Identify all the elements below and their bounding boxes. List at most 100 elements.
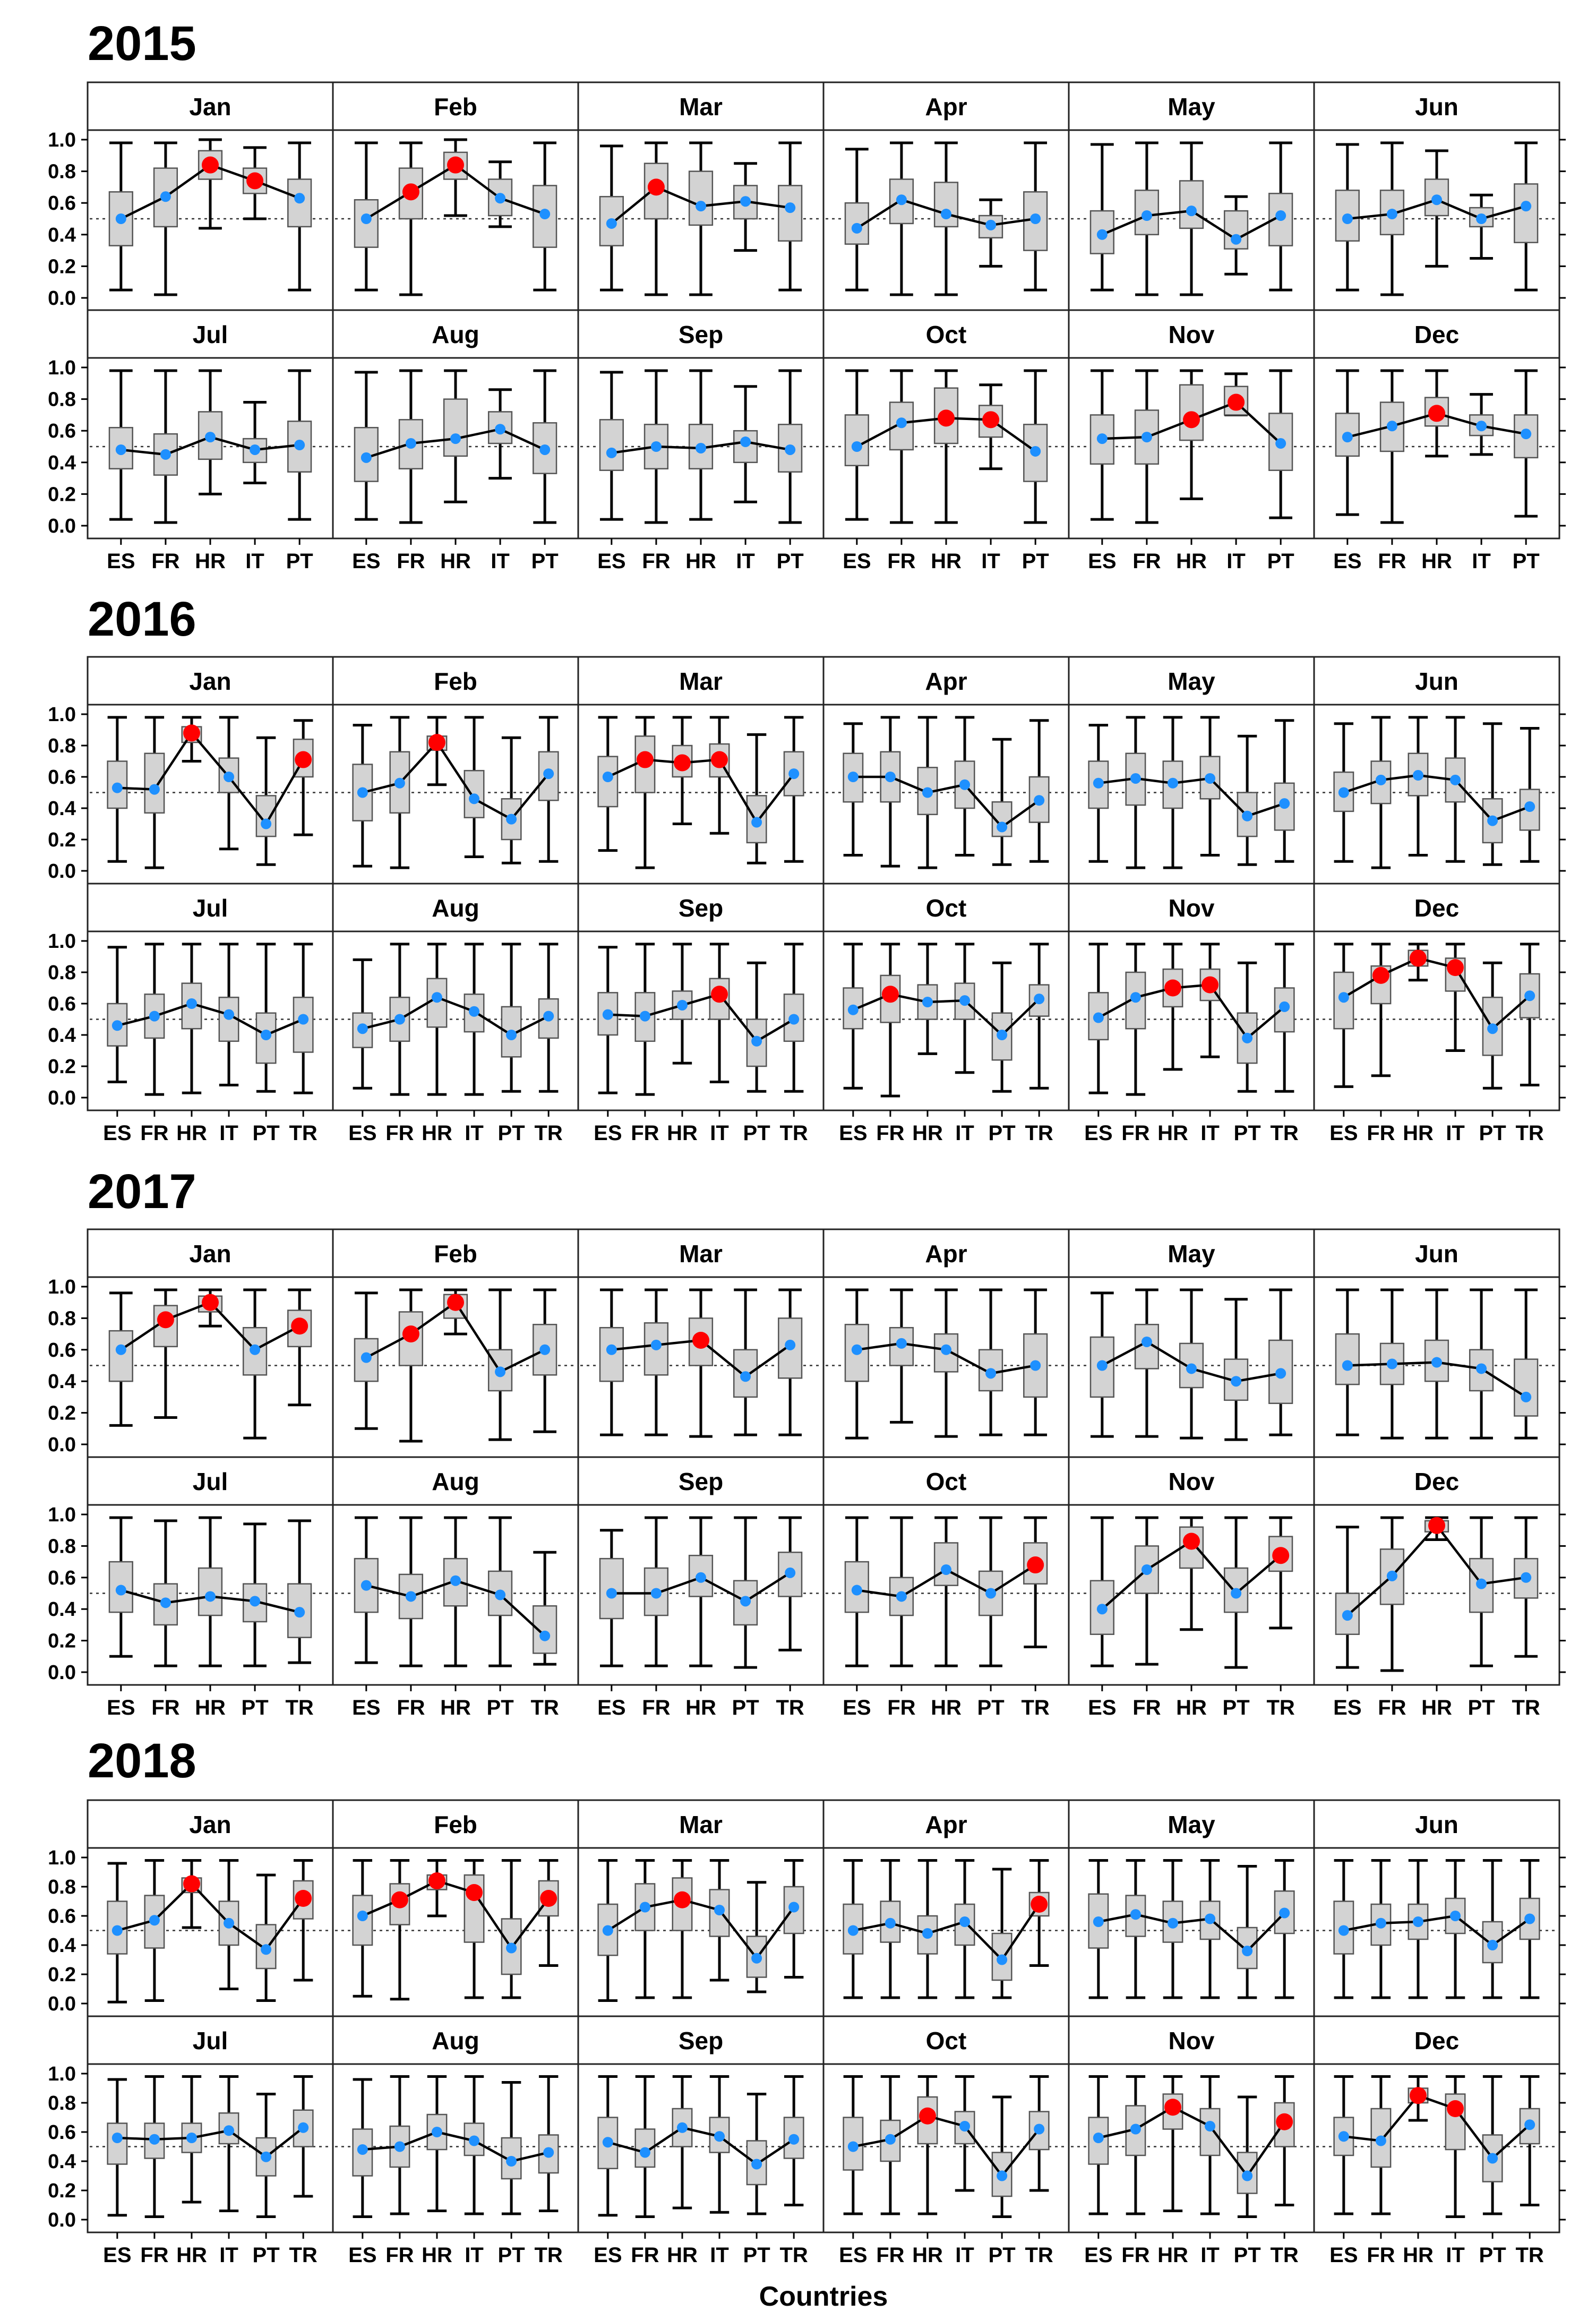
panel-2017-Sep: Sep ES FR HR PT TR <box>577 1456 825 1719</box>
x-axis-label: Countries <box>759 2281 888 2312</box>
box-iqr <box>108 191 133 246</box>
significant-mean-point <box>202 1294 219 1311</box>
x-tick-label: TR <box>535 2244 563 2267</box>
y-tick-label: 0.0 <box>48 1662 76 1684</box>
mean-point <box>1130 773 1141 784</box>
mean-point <box>785 444 796 455</box>
panel-2018-Sep: Sep ES FR HR IT PT TR <box>577 2015 825 2267</box>
mean-point <box>1521 429 1532 440</box>
month-label: Mar <box>679 667 723 695</box>
mean-point <box>160 449 171 460</box>
significant-mean-point <box>673 1891 691 1908</box>
significant-mean-point <box>402 1325 419 1343</box>
panel-2015-Apr: Apr <box>822 81 1070 312</box>
x-tick-label: TR <box>1512 1696 1540 1719</box>
box-IT <box>218 2075 239 2212</box>
mean-point <box>506 1942 517 1954</box>
month-label: Aug <box>432 894 479 922</box>
mean-point <box>1487 2153 1498 2164</box>
month-label: May <box>1168 93 1215 121</box>
mean-point <box>696 201 706 212</box>
mean-point <box>1524 801 1535 812</box>
x-tick-label: FR <box>1367 2244 1395 2267</box>
month-label: Mar <box>679 1240 723 1268</box>
panel-2017-Nov: Nov ES FR HR PT TR <box>1068 1456 1315 1719</box>
panel-2018-Jun: Jun <box>1313 1799 1566 2017</box>
significant-mean-point <box>391 1891 408 1908</box>
mean-point <box>1242 810 1253 821</box>
x-tick-label: HR <box>667 2244 698 2267</box>
month-strip <box>1313 1799 1560 1849</box>
box-iqr <box>538 751 559 801</box>
box-PT <box>1514 141 1539 292</box>
mean-point <box>1338 1925 1349 1936</box>
month-label: Jun <box>1415 667 1458 695</box>
month-label: Jan <box>189 1811 231 1838</box>
mean-line <box>607 1898 795 1961</box>
panel-2016-Apr: Apr <box>822 656 1070 885</box>
mean-point <box>696 1572 706 1583</box>
mean-point <box>847 1925 859 1936</box>
significant-mean-point <box>1447 959 1464 977</box>
mean-point <box>639 1011 650 1022</box>
significant-mean-point <box>402 183 419 201</box>
significant-mean-point <box>881 986 899 1003</box>
mean-point <box>1130 992 1141 1003</box>
x-tick-label: PT <box>498 2244 525 2267</box>
panel-2016-Feb: Feb <box>332 656 579 885</box>
x-tick-label: HR <box>1403 2244 1434 2267</box>
x-tick-label: FR <box>1121 1122 1149 1145</box>
x-tick-label: IT <box>736 550 755 573</box>
mean-point <box>602 1925 613 1936</box>
box-HR <box>688 1516 714 1667</box>
x-tick-label: PT <box>1479 2244 1506 2267</box>
y-tick-label: 1.0 <box>48 1847 76 1869</box>
x-tick-label: HR <box>422 1122 452 1145</box>
x-tick-label: PT <box>286 550 313 573</box>
mean-point <box>495 193 506 204</box>
y-tick-label: 0.2 <box>48 255 76 278</box>
significant-mean-point <box>1428 1517 1445 1534</box>
mean-line <box>117 731 305 826</box>
mean-point <box>959 2121 971 2131</box>
panel-2018-Apr: Apr <box>822 1799 1070 2017</box>
y-tick-label: 0.2 <box>48 2180 76 2202</box>
x-tick-label: PT <box>1223 1696 1250 1719</box>
mean-point <box>1242 2170 1253 2181</box>
mean-point <box>1130 1909 1141 1920</box>
box-ES <box>1333 2075 1354 2215</box>
mean-point <box>469 793 480 804</box>
box-iqr <box>778 185 803 242</box>
month-label: Oct <box>926 1468 967 1495</box>
y-tick-label: 1.0 <box>48 2063 76 2085</box>
mean-point <box>1034 2124 1045 2135</box>
box-ES <box>107 2078 128 2217</box>
mean-point <box>539 1344 551 1355</box>
box-ES <box>1335 1288 1360 1436</box>
box-iqr <box>1199 756 1221 800</box>
month-label: Apr <box>925 93 967 121</box>
y-tick-label: 0.4 <box>48 1598 76 1621</box>
panel-2015-Oct: Oct ES FR HR IT PT <box>822 309 1070 573</box>
month-strip <box>1068 1456 1315 1506</box>
month-label: Feb <box>434 93 477 121</box>
month-strip <box>332 1456 579 1506</box>
box-iqr <box>443 398 468 457</box>
x-tick-label: IT <box>1446 2244 1465 2267</box>
mean-point <box>1030 1360 1041 1371</box>
x-tick-label: ES <box>594 1122 622 1145</box>
box-iqr <box>487 411 513 444</box>
mean-point <box>922 787 933 798</box>
y-tick-label: 1.0 <box>48 1504 76 1526</box>
panel-2015-Aug: Aug ES FR HR IT PT <box>332 309 579 573</box>
mean-point <box>847 2141 859 2152</box>
x-tick-label: PT <box>253 1122 280 1145</box>
month-label: Jul <box>193 321 228 348</box>
mean-point <box>1338 992 1349 1003</box>
mean-point <box>357 1023 368 1034</box>
significant-mean-point <box>982 411 1000 429</box>
x-tick-label: FR <box>1378 1696 1406 1719</box>
box-ES <box>844 369 869 521</box>
x-tick-label: FR <box>887 550 915 573</box>
mean-point <box>851 222 862 234</box>
